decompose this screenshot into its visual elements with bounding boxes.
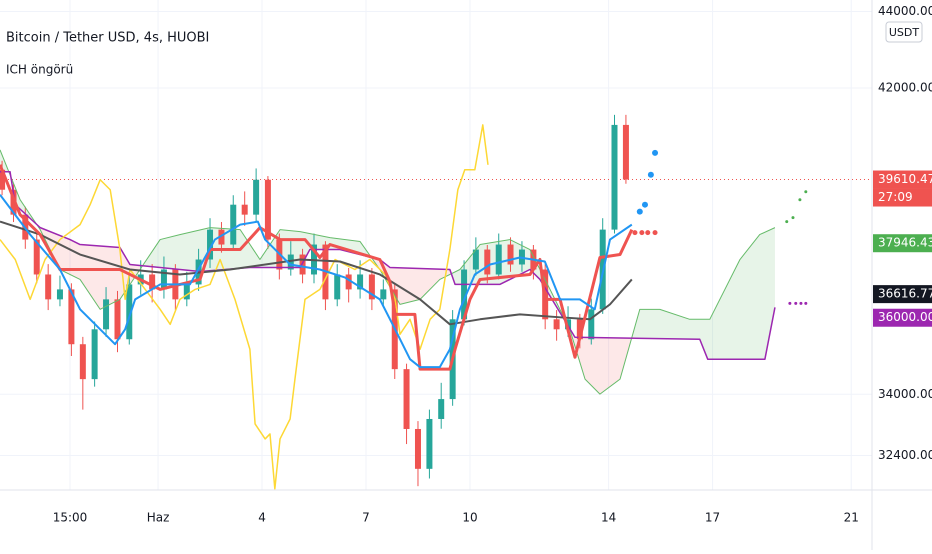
candle-body [334, 274, 341, 300]
candle-body [45, 274, 52, 300]
forecast-dot [785, 220, 789, 224]
candle-body [403, 369, 410, 429]
candle-body [33, 239, 40, 275]
forecast-dot [804, 190, 808, 194]
candle-body [207, 229, 214, 260]
price-label: 37946.43 [878, 236, 932, 250]
candle-body [103, 299, 110, 330]
indicator-name: ICH öngörü [6, 63, 73, 77]
forecast-dot [799, 301, 803, 305]
candle-body [264, 179, 271, 240]
candle-body [56, 289, 63, 300]
candle-body [218, 229, 225, 245]
candle-body [114, 299, 121, 340]
price-label: 39610.47 [878, 172, 932, 186]
axes: 15:00 Haz 4 7 10 14 17 21 32400.00 34000.00 42000.… [53, 4, 932, 525]
forecast-dot [788, 301, 792, 305]
x-tick-label: 4 [258, 511, 266, 525]
candle-body [461, 269, 468, 320]
forecast-dot [645, 230, 651, 236]
candle-body [622, 124, 629, 180]
y-tick-label: 34000.00 [878, 387, 932, 401]
price-label-bg [873, 234, 932, 253]
candle-body [68, 289, 75, 345]
candle-body [368, 274, 375, 300]
forecast-dot [798, 198, 802, 202]
forecast-dot [794, 301, 798, 305]
candle-body [160, 269, 167, 290]
forecast-dot [636, 208, 643, 215]
price-label-bg [873, 285, 932, 304]
candle-body [472, 249, 479, 270]
forecast-dot [652, 230, 658, 236]
currency-label: USDT [889, 26, 920, 39]
countdown-bg [873, 188, 932, 207]
indicator-line [0, 220, 633, 326]
price-label-bg [873, 170, 932, 189]
candle-body [380, 289, 387, 300]
y-tick-label: 44000.00 [878, 4, 932, 18]
forecast-dot [641, 201, 648, 208]
plot-area [0, 114, 872, 490]
candle-body [357, 274, 364, 290]
candle-body [345, 274, 352, 290]
grid [0, 0, 872, 490]
indicator-line [0, 164, 634, 371]
x-tick-label: 17 [705, 511, 720, 525]
candle-body [507, 244, 514, 265]
forecast-dot [652, 149, 659, 156]
candle-body [241, 204, 248, 215]
x-tick-label: 7 [362, 511, 370, 525]
candle-body [495, 244, 502, 275]
candle-body [553, 319, 560, 330]
x-tick-label: 15:00 [53, 511, 88, 525]
candle-body [588, 309, 595, 340]
candle-body [79, 344, 86, 380]
forecast-dot [804, 301, 808, 305]
candle-body [438, 399, 445, 419]
indicator-line [0, 194, 633, 369]
candle-body [426, 418, 433, 469]
y-tick-label: 42000.00 [878, 81, 932, 95]
candle-body [230, 204, 237, 245]
forecast-dot [632, 230, 638, 236]
candle-body [576, 319, 583, 340]
candle-body [183, 284, 190, 300]
currency-button[interactable] [885, 21, 923, 43]
indicator-line [0, 149, 776, 395]
ichimoku-cloud [451, 239, 569, 327]
y-tick-label: 32400.00 [878, 448, 932, 462]
countdown: 27:09 [878, 190, 913, 204]
x-tick-label: 14 [601, 511, 616, 525]
candle-body [149, 274, 156, 290]
x-tick-label: 21 [844, 511, 859, 525]
price-label-bg [873, 308, 932, 327]
price-label: 36000.00 [878, 310, 932, 324]
x-tick-label: Haz [147, 511, 170, 525]
chart-title: Bitcoin / Tether USD, 4s, HUOBI [6, 31, 209, 46]
price-label: 36616.77 [878, 287, 932, 301]
candle-body [414, 428, 421, 469]
forecast-dot [639, 230, 645, 236]
ichimoku-cloud [632, 227, 775, 360]
indicator-line [0, 124, 489, 490]
candle-body [253, 179, 260, 215]
forecast-dot [647, 171, 654, 178]
ichimoku-cloud [568, 326, 633, 394]
forecast-dot [791, 216, 795, 220]
candle-body [91, 329, 98, 380]
candle-body [287, 254, 294, 270]
candle-body [126, 284, 133, 340]
candle-body [0, 169, 6, 190]
candle-body [484, 249, 491, 275]
candle-body [611, 124, 618, 230]
x-tick-label: 10 [462, 511, 477, 525]
